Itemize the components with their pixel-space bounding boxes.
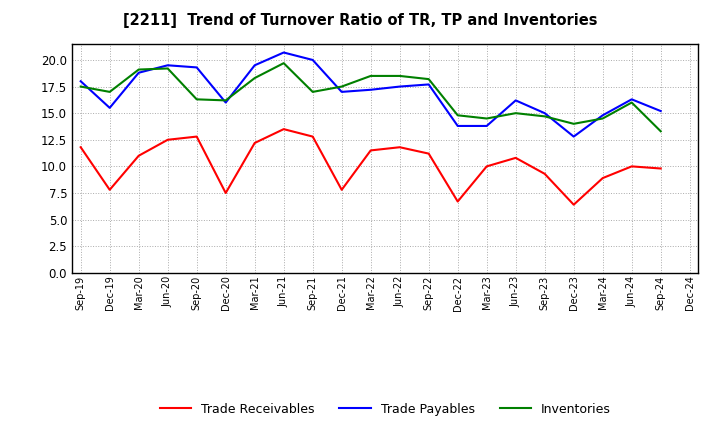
Inventories	[192, 97, 201, 102]
Trade Receivables	[424, 151, 433, 156]
Trade Payables	[308, 57, 317, 62]
Trade Receivables	[570, 202, 578, 207]
Trade Receivables	[279, 126, 288, 132]
Trade Receivables	[192, 134, 201, 139]
Inventories	[482, 116, 491, 121]
Inventories	[570, 121, 578, 126]
Inventories	[598, 116, 607, 121]
Trade Receivables	[598, 176, 607, 181]
Trade Payables	[482, 123, 491, 128]
Inventories	[279, 61, 288, 66]
Inventories	[395, 73, 404, 79]
Trade Payables	[338, 89, 346, 95]
Trade Payables	[627, 97, 636, 102]
Trade Payables	[395, 84, 404, 89]
Trade Payables	[163, 62, 172, 68]
Inventories	[657, 128, 665, 134]
Trade Payables	[424, 82, 433, 87]
Inventories	[541, 114, 549, 119]
Trade Receivables	[657, 166, 665, 171]
Inventories	[338, 84, 346, 89]
Inventories	[76, 84, 85, 89]
Trade Payables	[366, 87, 375, 92]
Trade Receivables	[366, 148, 375, 153]
Trade Receivables	[76, 145, 85, 150]
Inventories	[221, 98, 230, 103]
Trade Receivables	[395, 145, 404, 150]
Trade Payables	[192, 65, 201, 70]
Trade Receivables	[163, 137, 172, 143]
Trade Receivables	[135, 153, 143, 158]
Inventories	[135, 67, 143, 72]
Trade Payables	[570, 134, 578, 139]
Legend: Trade Receivables, Trade Payables, Inventories: Trade Receivables, Trade Payables, Inven…	[155, 398, 616, 421]
Line: Inventories: Inventories	[81, 63, 661, 131]
Trade Payables	[105, 105, 114, 110]
Inventories	[366, 73, 375, 79]
Trade Receivables	[105, 187, 114, 192]
Trade Payables	[251, 62, 259, 68]
Inventories	[454, 113, 462, 118]
Text: [2211]  Trend of Turnover Ratio of TR, TP and Inventories: [2211] Trend of Turnover Ratio of TR, TP…	[122, 13, 598, 28]
Inventories	[308, 89, 317, 95]
Trade Receivables	[221, 191, 230, 196]
Inventories	[511, 110, 520, 116]
Inventories	[163, 66, 172, 71]
Trade Receivables	[308, 134, 317, 139]
Inventories	[251, 75, 259, 81]
Line: Trade Payables: Trade Payables	[81, 52, 661, 136]
Trade Payables	[598, 113, 607, 118]
Trade Payables	[511, 98, 520, 103]
Trade Payables	[279, 50, 288, 55]
Inventories	[424, 77, 433, 82]
Trade Receivables	[251, 140, 259, 146]
Trade Payables	[657, 108, 665, 114]
Inventories	[105, 89, 114, 95]
Inventories	[627, 100, 636, 105]
Trade Payables	[221, 100, 230, 105]
Trade Payables	[135, 70, 143, 75]
Trade Payables	[76, 79, 85, 84]
Line: Trade Receivables: Trade Receivables	[81, 129, 661, 205]
Trade Receivables	[541, 171, 549, 176]
Trade Receivables	[454, 199, 462, 204]
Trade Payables	[454, 123, 462, 128]
Trade Receivables	[338, 187, 346, 192]
Trade Receivables	[482, 164, 491, 169]
Trade Receivables	[511, 155, 520, 161]
Trade Payables	[541, 110, 549, 116]
Trade Receivables	[627, 164, 636, 169]
